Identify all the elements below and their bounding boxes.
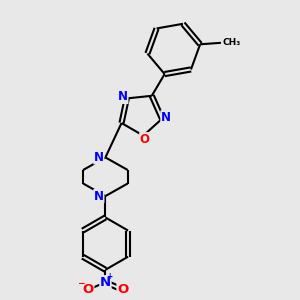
Text: CH₃: CH₃ xyxy=(222,38,241,47)
Text: N: N xyxy=(94,151,104,164)
Text: +: + xyxy=(106,272,113,281)
Text: O: O xyxy=(140,133,150,146)
Text: −: − xyxy=(77,279,85,288)
Text: O: O xyxy=(82,283,94,296)
Text: N: N xyxy=(94,190,104,202)
Text: N: N xyxy=(100,276,111,289)
Text: N: N xyxy=(118,90,128,104)
Text: N: N xyxy=(161,111,171,124)
Text: O: O xyxy=(117,283,128,296)
